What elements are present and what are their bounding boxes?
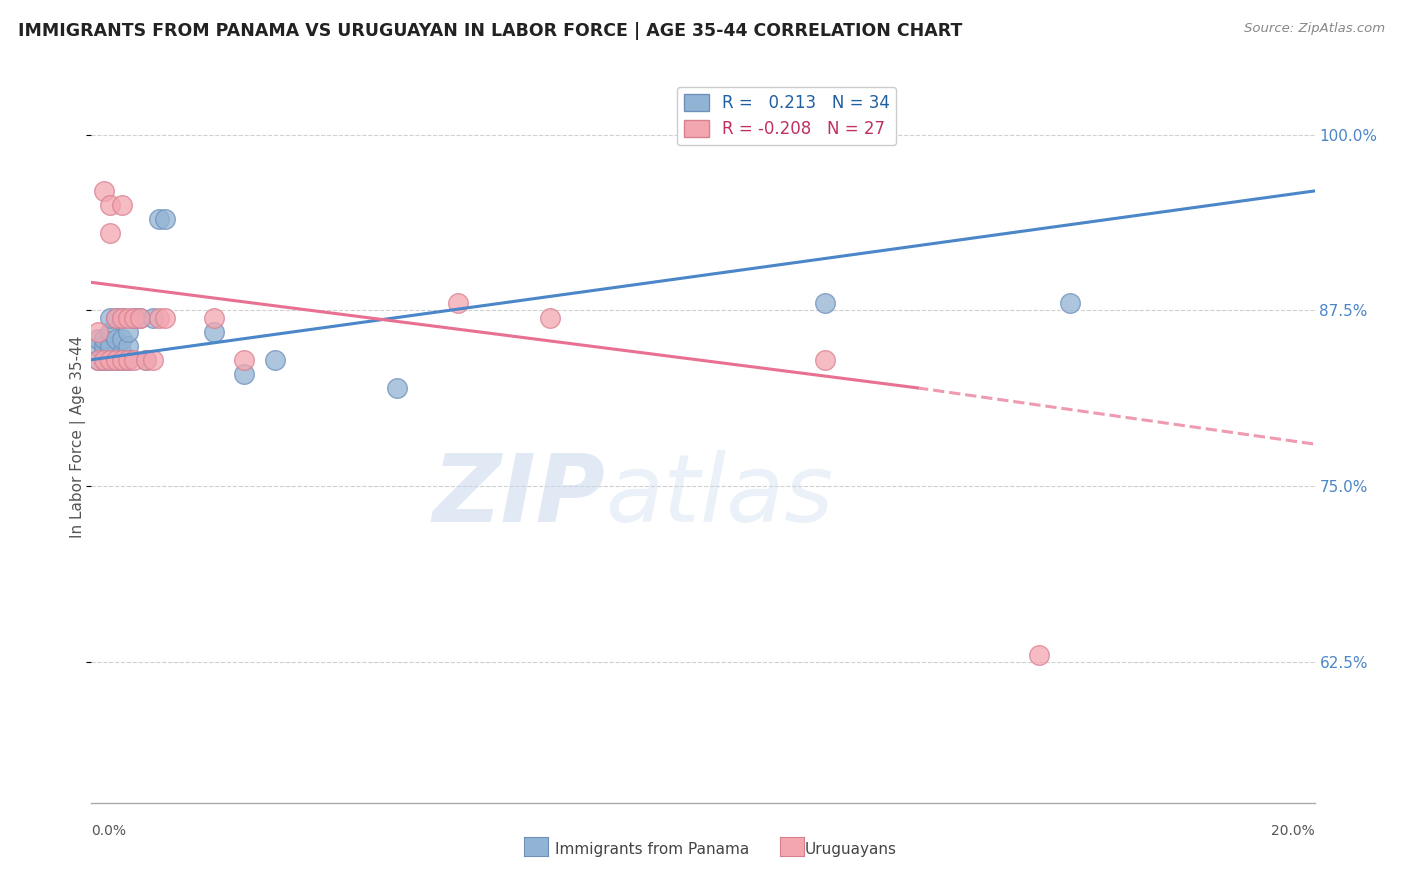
Point bbox=[233, 367, 256, 381]
Point bbox=[538, 310, 561, 325]
Point bbox=[98, 338, 121, 352]
Point bbox=[1059, 296, 1081, 310]
Point bbox=[104, 310, 127, 325]
Point bbox=[148, 212, 170, 227]
Point bbox=[135, 352, 157, 367]
Point bbox=[385, 381, 409, 395]
Point bbox=[202, 310, 225, 325]
Point bbox=[86, 325, 108, 339]
Point bbox=[153, 310, 176, 325]
Point bbox=[122, 352, 145, 367]
Point bbox=[86, 332, 108, 346]
Point bbox=[117, 338, 139, 352]
Point bbox=[111, 352, 134, 367]
Point bbox=[111, 345, 134, 359]
Point bbox=[814, 352, 837, 367]
Point bbox=[93, 338, 115, 352]
Point bbox=[148, 310, 170, 325]
Point bbox=[202, 325, 225, 339]
Point bbox=[93, 345, 115, 359]
Point bbox=[264, 352, 287, 367]
Point bbox=[93, 352, 115, 367]
Text: Immigrants from Panama: Immigrants from Panama bbox=[555, 842, 749, 856]
Point bbox=[233, 352, 256, 367]
Point bbox=[104, 310, 127, 325]
Point bbox=[104, 352, 127, 367]
Point bbox=[447, 296, 470, 310]
Point bbox=[117, 352, 139, 367]
Point bbox=[111, 310, 134, 325]
Point bbox=[117, 310, 139, 325]
Point bbox=[93, 184, 115, 198]
Point bbox=[111, 352, 134, 367]
Point bbox=[98, 198, 121, 212]
Text: ZIP: ZIP bbox=[432, 450, 605, 541]
Text: Uruguayans: Uruguayans bbox=[804, 842, 896, 856]
Point bbox=[117, 325, 139, 339]
Point bbox=[98, 325, 121, 339]
Point bbox=[98, 226, 121, 240]
Point bbox=[86, 352, 108, 367]
Point bbox=[93, 352, 115, 367]
Point bbox=[93, 352, 115, 367]
Text: atlas: atlas bbox=[605, 450, 834, 541]
Point bbox=[141, 310, 163, 325]
Text: 0.0%: 0.0% bbox=[91, 824, 127, 838]
Text: Source: ZipAtlas.com: Source: ZipAtlas.com bbox=[1244, 22, 1385, 36]
Text: IMMIGRANTS FROM PANAMA VS URUGUAYAN IN LABOR FORCE | AGE 35-44 CORRELATION CHART: IMMIGRANTS FROM PANAMA VS URUGUAYAN IN L… bbox=[18, 22, 963, 40]
Point bbox=[122, 310, 145, 325]
Point bbox=[117, 352, 139, 367]
Point bbox=[86, 338, 108, 352]
Text: 20.0%: 20.0% bbox=[1271, 824, 1315, 838]
Point bbox=[98, 352, 121, 367]
Point bbox=[86, 352, 108, 367]
Point bbox=[129, 310, 152, 325]
Point bbox=[1028, 648, 1050, 662]
Point bbox=[104, 332, 127, 346]
Point bbox=[141, 352, 163, 367]
Point bbox=[104, 352, 127, 367]
Point bbox=[93, 332, 115, 346]
Point bbox=[98, 310, 121, 325]
Point bbox=[111, 198, 134, 212]
Point bbox=[111, 332, 134, 346]
Point bbox=[129, 310, 152, 325]
Point bbox=[122, 310, 145, 325]
Y-axis label: In Labor Force | Age 35-44: In Labor Force | Age 35-44 bbox=[70, 336, 86, 538]
Point bbox=[135, 352, 157, 367]
Point bbox=[111, 310, 134, 325]
Point bbox=[98, 352, 121, 367]
Point bbox=[153, 212, 176, 227]
Legend: R =   0.213   N = 34, R = -0.208   N = 27: R = 0.213 N = 34, R = -0.208 N = 27 bbox=[676, 87, 897, 145]
Point bbox=[814, 296, 837, 310]
